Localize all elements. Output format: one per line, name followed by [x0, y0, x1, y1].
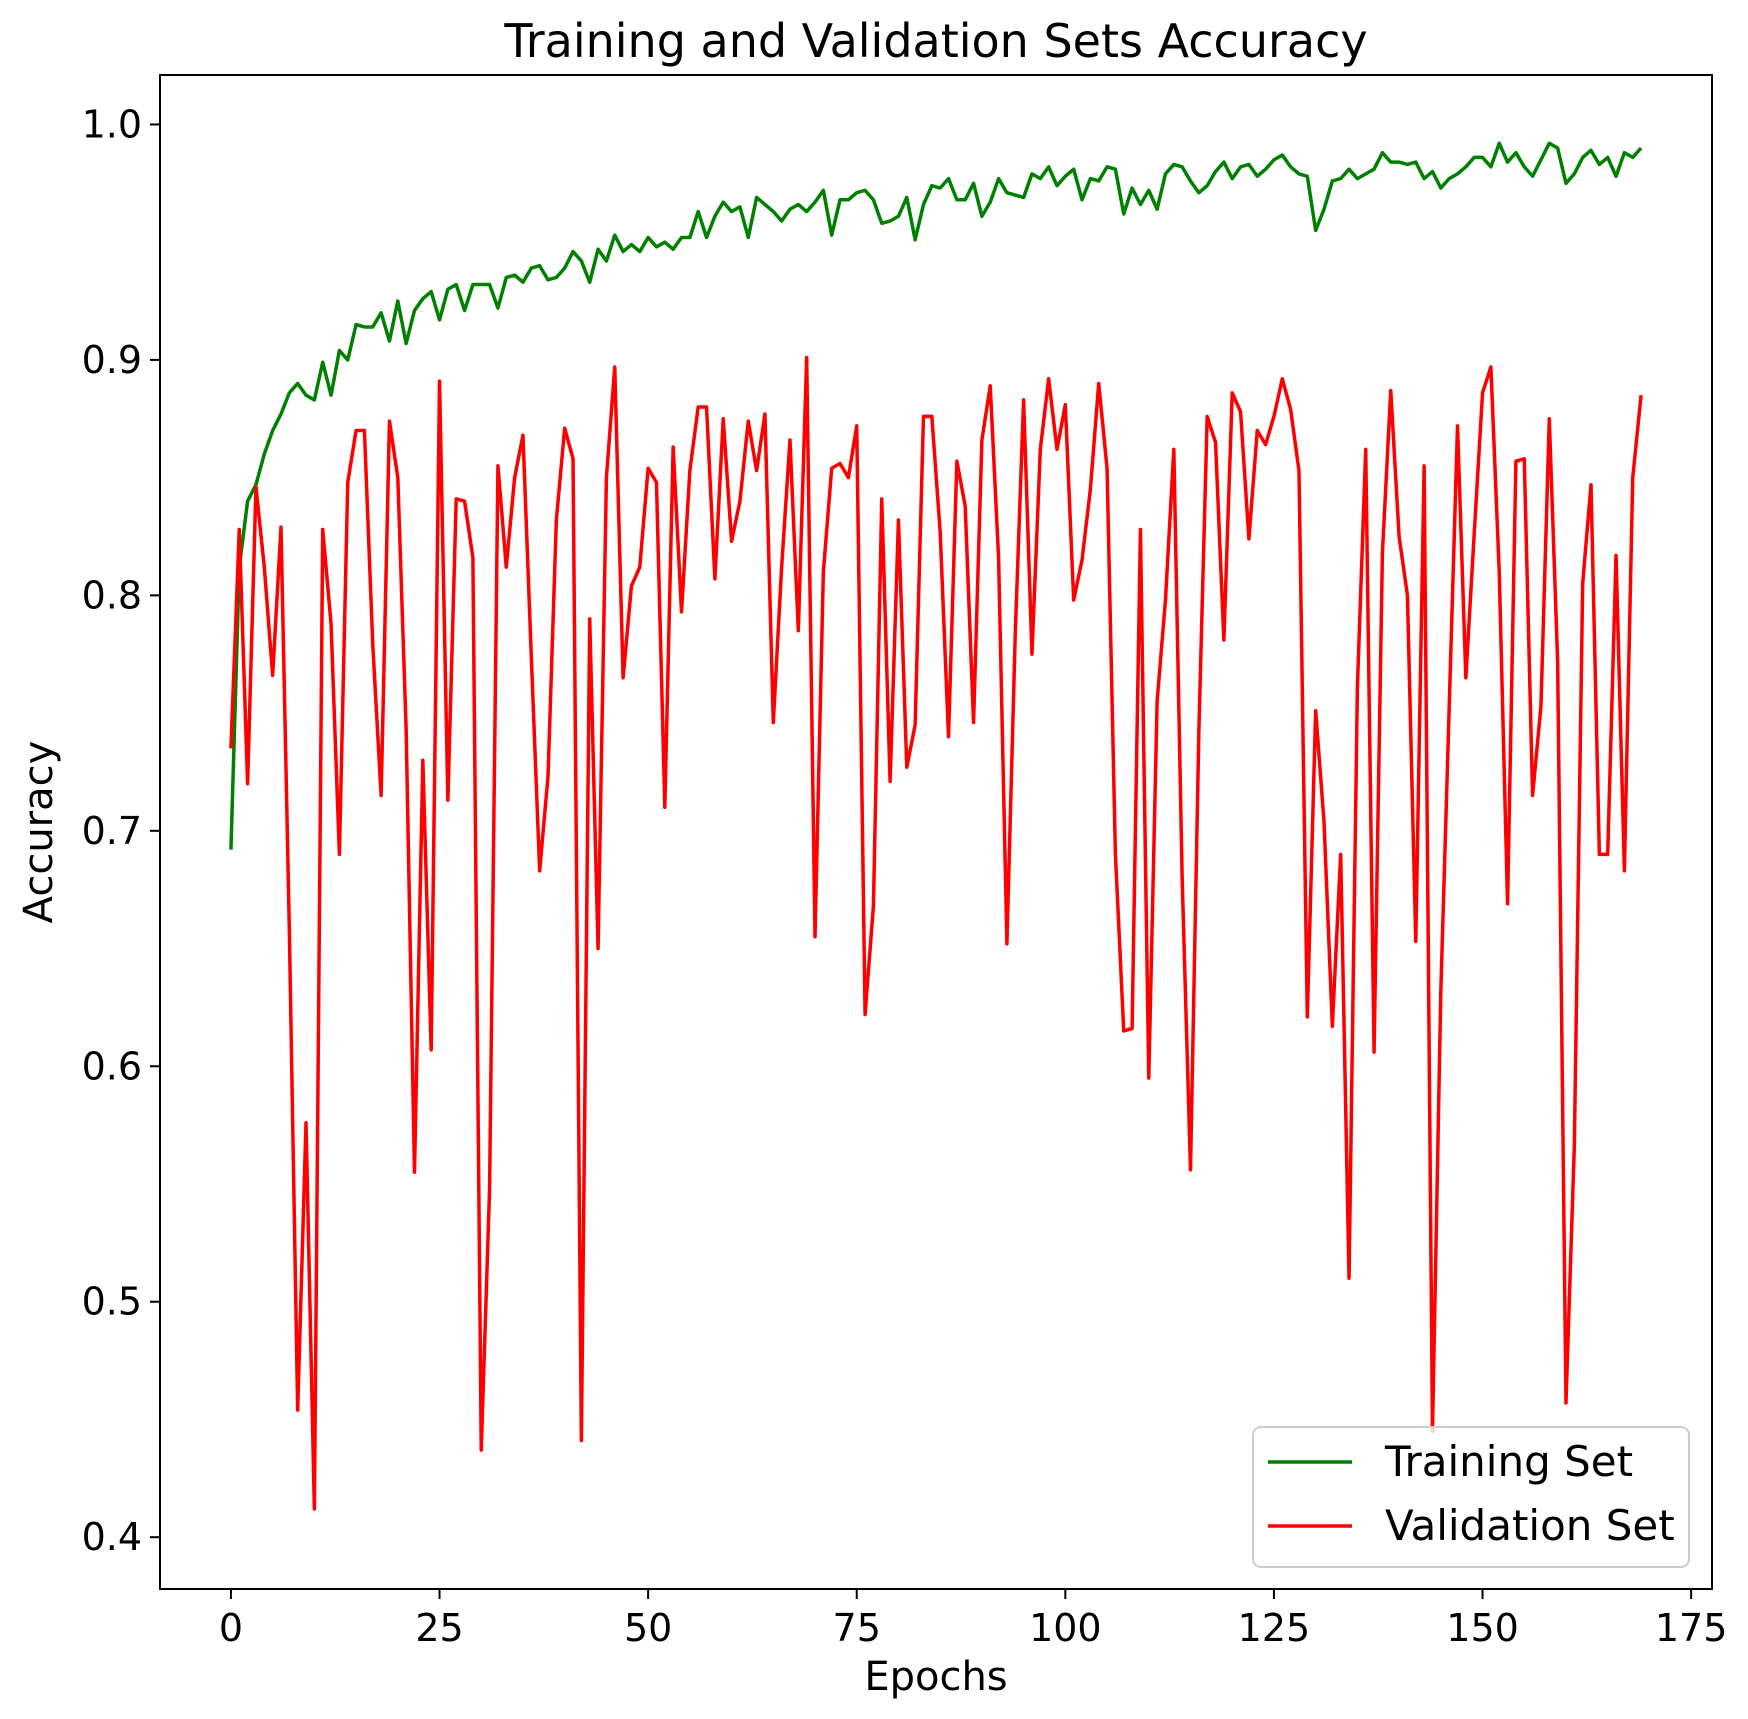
- y-tick-label: 0.4: [82, 1515, 142, 1559]
- x-tick-label: 25: [415, 1606, 463, 1650]
- y-tick-label: 1.0: [82, 102, 142, 146]
- series-layer: [229, 141, 1643, 1511]
- y-tick-label: 0.6: [82, 1044, 142, 1088]
- training-set-line: [229, 141, 1643, 850]
- chart-title: Training and Validation Sets Accuracy: [503, 14, 1367, 68]
- plot-area: [229, 141, 1643, 1511]
- y-tick-label: 0.7: [82, 809, 142, 853]
- legend-label-validation: Validation Set: [1385, 1501, 1675, 1550]
- plot-frame: [159, 74, 1713, 1590]
- x-tick-label: 150: [1446, 1606, 1519, 1650]
- x-tick-label: 50: [624, 1606, 672, 1650]
- y-axis-ticks: 0.4 0.5 0.6 0.7 0.8 0.9 1.0: [82, 102, 160, 1559]
- y-axis-label: Accuracy: [16, 741, 62, 924]
- x-tick-label: 100: [1029, 1606, 1102, 1650]
- x-tick-label: 75: [833, 1606, 881, 1650]
- validation-set-line: [229, 355, 1643, 1511]
- y-tick-label: 0.8: [82, 573, 142, 617]
- legend-box: [1252, 1426, 1690, 1568]
- x-axis-label: Epochs: [864, 1654, 1007, 1700]
- legend: Training Set Validation Set: [1252, 1426, 1690, 1568]
- x-tick-label: 125: [1238, 1606, 1311, 1650]
- y-tick-label: 0.9: [82, 338, 142, 382]
- y-tick-label: 0.5: [82, 1280, 142, 1324]
- x-tick-label: 0: [219, 1606, 243, 1650]
- x-axis-ticks: 0 25 50 75 100 125 150 175: [219, 1589, 1728, 1650]
- x-tick-label: 175: [1655, 1606, 1728, 1650]
- legend-label-training: Training Set: [1384, 1437, 1633, 1486]
